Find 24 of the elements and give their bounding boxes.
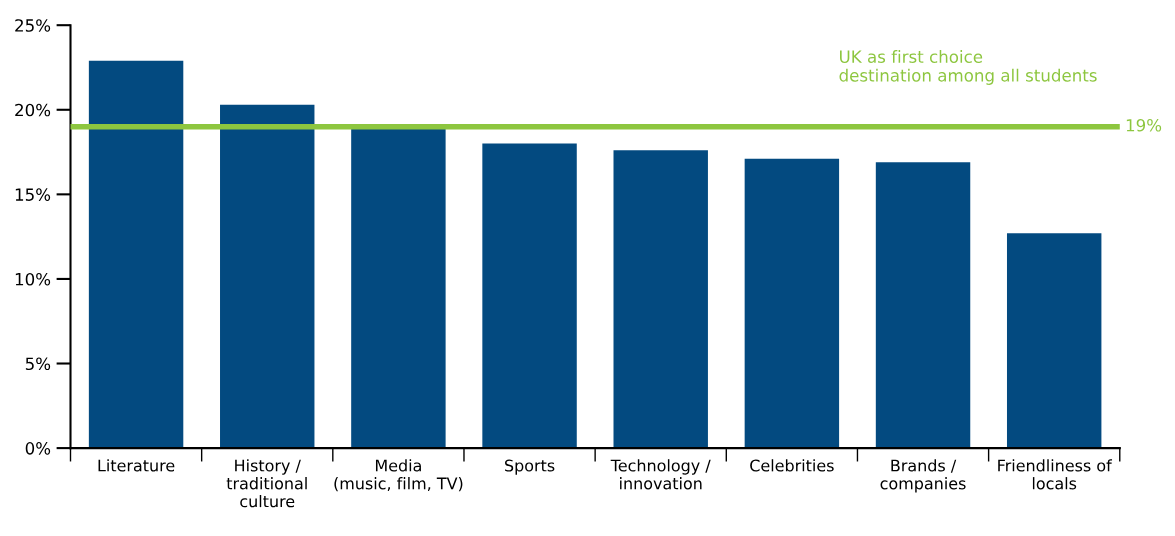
x-tick-label: Technology / innovation [610,459,711,490]
y-tick-label: 25% [15,19,51,32]
x-tick-label: Brands / companies [880,459,966,493]
bar [744,158,840,449]
bar [482,143,577,449]
x-tick-label: Celebrities [750,459,834,472]
ref-line-label: 19% [1126,118,1162,132]
bar [88,60,184,449]
bar [351,126,446,449]
x-tick-label: Media (music, film, TV) [334,459,463,492]
x-tick-label: History / traditional culture [226,459,307,508]
annotation: UK as first choice destination among all students [839,50,1097,85]
bar [1006,233,1102,449]
y-tick-label: 15% [15,188,51,201]
bar [220,104,315,449]
x-tick-label: Sports [505,459,555,475]
y-tick-label: 5% [25,357,51,371]
y-tick-label: 20% [15,103,51,117]
bar [613,150,708,449]
y-tick-label: 10% [15,272,51,286]
bar [875,162,971,449]
x-tick-label: Friendliness of locals [998,459,1113,490]
x-tick-label: Literature [98,459,175,472]
y-tick-label: 0% [25,442,51,455]
